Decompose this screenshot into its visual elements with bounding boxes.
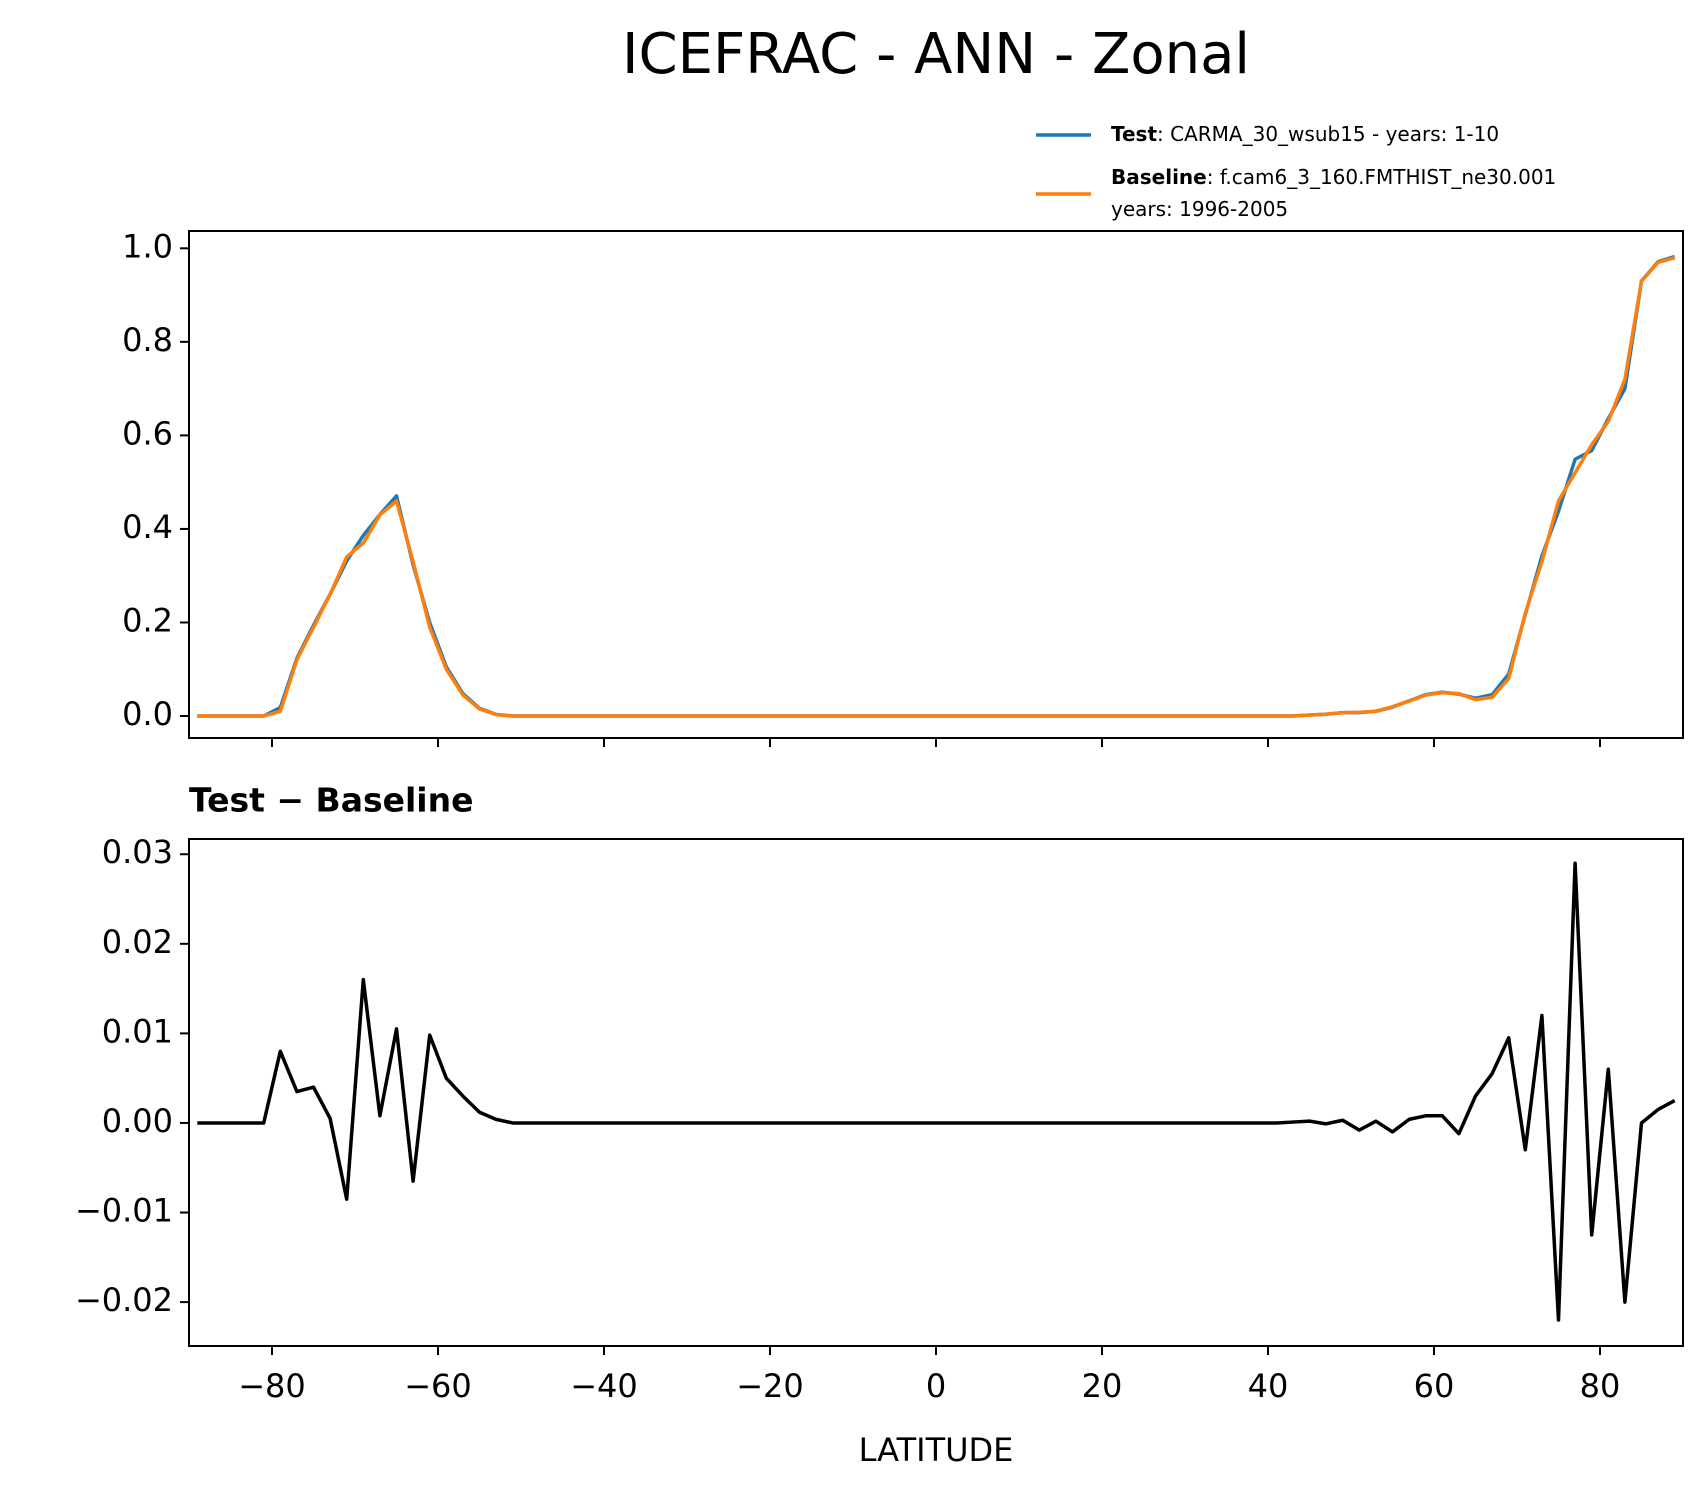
x-tick-label: 0 [926,1367,946,1405]
legend-entry: years: 1996-2005 [1111,197,1288,221]
y-tick-label: 0.8 [122,321,173,359]
y-tick-label: 0.02 [102,923,173,961]
legend-text: : CARMA_30_wsub15 - years: 1-10 [1157,122,1499,146]
data-line [197,255,1676,718]
figure-title: ICEFRAC - ANN - Zonal [622,22,1250,87]
x-tick-label: 80 [1580,1367,1621,1405]
y-tick-label: −0.01 [75,1192,173,1230]
y-tick-label: 0.6 [122,414,173,452]
x-tick-label: 20 [1082,1367,1123,1405]
y-tick-label: 0.0 [122,695,173,733]
legend-text: years: 1996-2005 [1111,197,1288,221]
x-tick-label: −80 [238,1367,306,1405]
legend-name: Test [1111,122,1157,146]
x-axis-label: LATITUDE [859,1431,1014,1469]
subplot-title: Test − Baseline [189,781,474,820]
axes-frame [188,838,1684,1347]
y-tick-label: 0.4 [122,508,173,546]
y-tick-label: 0.00 [102,1102,173,1140]
y-tick-label: 0.01 [102,1012,173,1050]
y-tick-label: 0.03 [102,833,173,871]
legend-text: : f.cam6_3_160.FMTHIST_ne30.001 [1207,165,1557,189]
x-tick-label: 40 [1248,1367,1289,1405]
legend-entry: Test: CARMA_30_wsub15 - years: 1-10 [1111,122,1499,146]
data-line [197,861,1676,1322]
x-tick-label: 60 [1414,1367,1455,1405]
x-tick-label: −20 [736,1367,804,1405]
legend-entry: Baseline: f.cam6_3_160.FMTHIST_ne30.001 [1111,165,1556,189]
legend-name: Baseline [1111,165,1207,189]
y-tick-label: 0.2 [122,601,173,639]
y-tick-label: 1.0 [122,227,173,265]
axes-frame [188,230,1684,739]
x-tick-label: −40 [570,1367,638,1405]
y-tick-label: −0.02 [75,1281,173,1319]
x-tick-label: −60 [404,1367,472,1405]
